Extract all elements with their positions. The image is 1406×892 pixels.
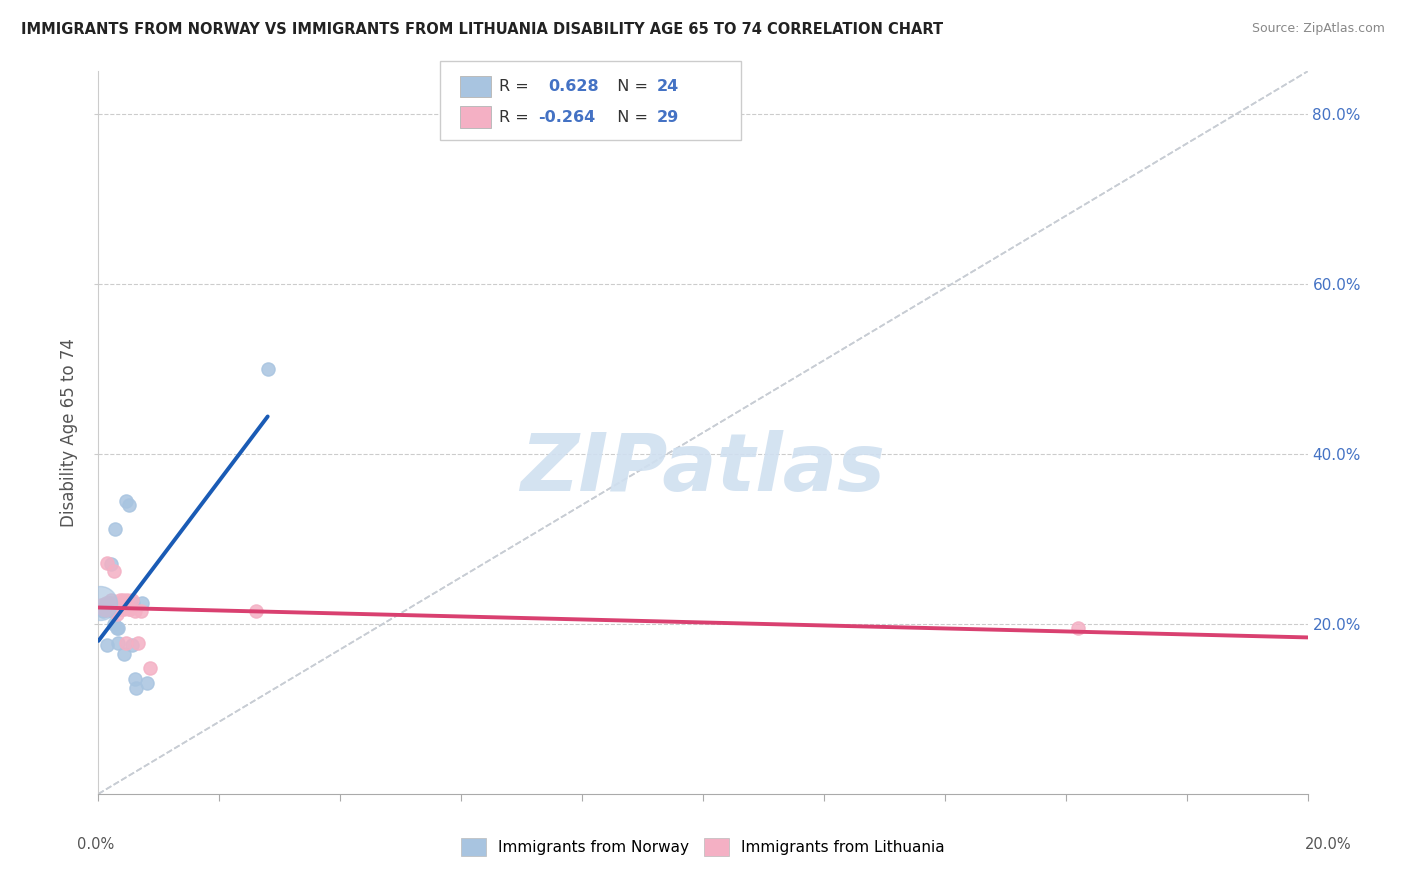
Point: [124, 672, 146, 686]
Point: [118, 601, 141, 615]
Point: [96, 556, 118, 570]
Text: R =: R =: [499, 79, 538, 95]
Point: [112, 601, 135, 615]
Point: [110, 599, 132, 614]
Y-axis label: Disability Age 65 to 74: Disability Age 65 to 74: [60, 338, 79, 527]
Point: [127, 635, 149, 649]
Text: N =: N =: [607, 110, 654, 125]
Point: [96, 638, 118, 652]
Point: [114, 493, 136, 508]
Point: [100, 604, 122, 618]
Point: [96, 603, 118, 617]
Legend: Immigrants from Norway, Immigrants from Lithuania: Immigrants from Norway, Immigrants from …: [456, 832, 950, 862]
Point: [256, 362, 278, 376]
Point: [91, 604, 114, 618]
Point: [91, 601, 114, 615]
Point: [117, 593, 139, 607]
Text: 29: 29: [657, 110, 679, 125]
Text: 0.0%: 0.0%: [77, 837, 114, 852]
Point: [107, 621, 129, 635]
Point: [112, 647, 135, 661]
Point: [139, 661, 162, 675]
Point: [131, 596, 153, 610]
Point: [100, 593, 122, 607]
Point: [125, 681, 148, 695]
Text: -0.264: -0.264: [538, 110, 596, 125]
Point: [107, 598, 129, 612]
Point: [108, 593, 131, 607]
Point: [98, 596, 121, 610]
Point: [100, 596, 122, 610]
Point: [104, 522, 127, 536]
Point: [100, 599, 122, 614]
Point: [94, 596, 117, 610]
Point: [121, 638, 143, 652]
Point: [111, 593, 134, 607]
Point: [89, 596, 111, 610]
Point: [117, 596, 139, 610]
Point: [103, 616, 125, 631]
Point: [103, 564, 125, 578]
Text: IMMIGRANTS FROM NORWAY VS IMMIGRANTS FROM LITHUANIA DISABILITY AGE 65 TO 74 CORR: IMMIGRANTS FROM NORWAY VS IMMIGRANTS FRO…: [21, 22, 943, 37]
Point: [111, 596, 134, 610]
Point: [105, 607, 128, 621]
Text: ZIPatlas: ZIPatlas: [520, 430, 886, 508]
Point: [97, 596, 120, 610]
Point: [98, 601, 121, 615]
Point: [1067, 621, 1090, 635]
Point: [93, 601, 115, 615]
Point: [90, 598, 112, 612]
Point: [124, 604, 146, 618]
Text: Source: ZipAtlas.com: Source: ZipAtlas.com: [1251, 22, 1385, 36]
Point: [104, 601, 127, 615]
Text: 20.0%: 20.0%: [1305, 837, 1353, 852]
Point: [100, 558, 122, 572]
Text: 24: 24: [657, 79, 679, 95]
Text: N =: N =: [607, 79, 654, 95]
Point: [105, 621, 128, 635]
Point: [118, 498, 141, 512]
Point: [110, 601, 132, 615]
Text: 0.628: 0.628: [548, 79, 599, 95]
Point: [114, 635, 136, 649]
Point: [122, 596, 145, 610]
Point: [118, 601, 141, 615]
Point: [121, 593, 143, 607]
Point: [107, 635, 129, 649]
Point: [129, 604, 152, 618]
Point: [245, 604, 267, 618]
Point: [135, 676, 157, 690]
Text: R =: R =: [499, 110, 534, 125]
